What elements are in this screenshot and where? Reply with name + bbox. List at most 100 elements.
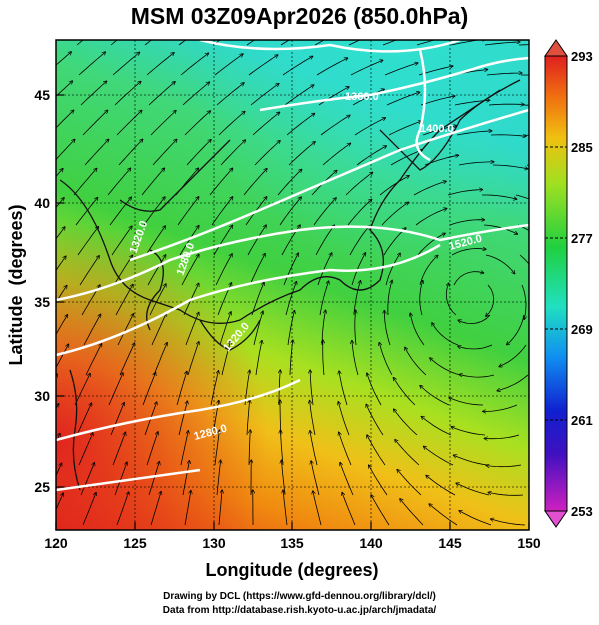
svg-text:1360.0: 1360.0 (345, 91, 379, 103)
streamline (210, 371, 219, 406)
streamline (421, 417, 452, 436)
streamline (384, 63, 418, 76)
streamline (144, 40, 152, 46)
streamline (339, 432, 352, 466)
streamline (82, 493, 96, 526)
streamline (215, 254, 232, 286)
streamline (246, 400, 250, 436)
streamline (216, 460, 221, 496)
streamline (150, 492, 161, 526)
streamline (211, 197, 233, 226)
streamline (458, 344, 493, 350)
streamline (339, 371, 348, 406)
streamline (185, 312, 199, 346)
streamline (179, 226, 199, 256)
streamline (148, 462, 159, 496)
streamline (214, 54, 243, 76)
streamline (338, 402, 350, 436)
streamline (521, 74, 529, 76)
streamline (450, 40, 486, 46)
streamline (317, 253, 332, 286)
streamline (483, 404, 518, 411)
streamline (342, 493, 356, 526)
streamline (367, 373, 382, 406)
streamline (280, 40, 290, 46)
streamline (56, 227, 65, 240)
streamline (220, 140, 246, 166)
streamline (56, 139, 75, 161)
streamline (459, 375, 495, 378)
streamline (454, 455, 488, 466)
colorbar: 293 285 277 269 261 253 (544, 39, 593, 528)
streamline (486, 284, 495, 316)
height-contours (56, 40, 529, 492)
streamline (78, 52, 105, 76)
streamline (178, 40, 187, 46)
svg-text:1400.0: 1400.0 (420, 123, 454, 135)
streamline (282, 56, 313, 76)
streamline (386, 92, 420, 106)
streamline (82, 110, 108, 136)
streamline (218, 490, 222, 526)
streamline (369, 465, 388, 496)
streamline (280, 430, 284, 466)
streamline (249, 430, 250, 466)
streamline (316, 58, 348, 76)
streamline (74, 374, 90, 406)
streamline (285, 282, 297, 316)
streamline (110, 403, 124, 436)
colorbar-tick-label: 285 (571, 140, 593, 155)
streamline (280, 400, 281, 436)
streamline (180, 53, 208, 76)
streamline (349, 226, 369, 256)
streamline (176, 371, 187, 406)
streamline (149, 284, 166, 316)
streamline (56, 315, 68, 336)
streamline (394, 409, 418, 436)
streamline (279, 370, 280, 405)
y-tick-label: 25 (34, 479, 50, 495)
streamline (218, 111, 245, 136)
streamline (388, 121, 421, 136)
streamline (384, 311, 391, 346)
streamline (383, 228, 406, 256)
streamline (315, 225, 334, 256)
streamline (216, 83, 244, 106)
streamline (118, 139, 143, 166)
colorbar-tick-label: 293 (571, 49, 593, 64)
streamline (313, 198, 336, 226)
streamline (77, 227, 98, 256)
streamline (146, 432, 158, 466)
streamline (187, 342, 199, 376)
streamline (56, 52, 71, 66)
streamline (209, 168, 233, 196)
streamline (499, 344, 527, 367)
streamline (517, 224, 529, 232)
streamline (212, 40, 221, 46)
y-tick-label: 45 (34, 87, 50, 103)
streamline (177, 197, 199, 226)
streamline (249, 254, 265, 286)
streamline (397, 470, 422, 496)
streamline (484, 434, 520, 439)
streamline (488, 492, 524, 496)
streamline (277, 169, 302, 196)
credits: Drawing by DCL (https://www.gfd-dennou.o… (0, 590, 599, 618)
y-tick-labels: 45 40 35 30 25 (34, 87, 50, 495)
streamline (420, 96, 455, 106)
x-tick-label: 145 (438, 535, 462, 551)
x-axis-label: Longitude (degrees) (205, 560, 378, 580)
streamline (379, 343, 393, 376)
streamline (281, 460, 286, 496)
streamline (80, 463, 94, 496)
streamline (350, 60, 383, 76)
streamline (447, 190, 483, 196)
streamline (221, 341, 231, 376)
streamline (109, 197, 131, 226)
streamline (181, 254, 199, 286)
streamline (283, 253, 298, 286)
streamline (458, 162, 494, 166)
streamline (286, 114, 315, 136)
streamline (114, 81, 141, 106)
streamline (178, 401, 187, 436)
